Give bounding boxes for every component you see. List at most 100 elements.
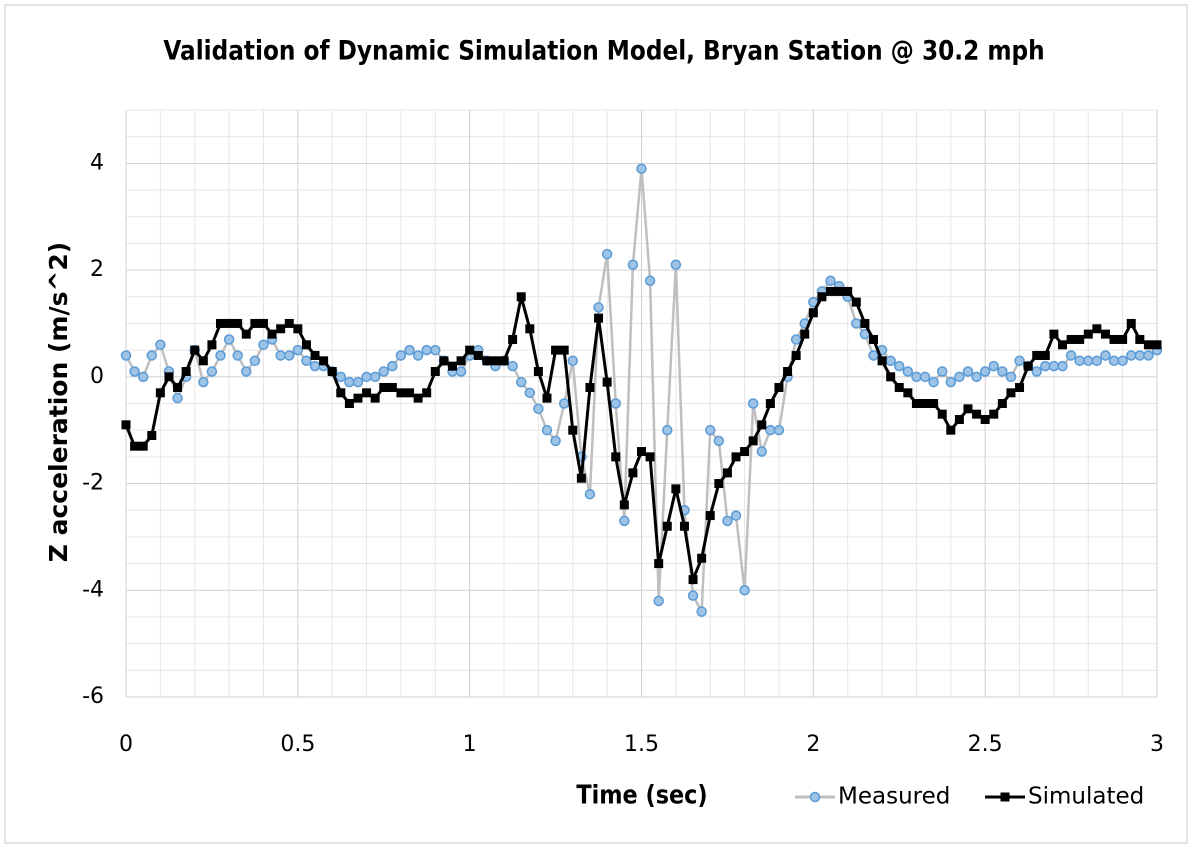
marker [713, 435, 725, 447]
marker [207, 340, 217, 350]
marker [919, 371, 931, 383]
marker [387, 360, 398, 372]
marker [1023, 361, 1033, 371]
marker [584, 488, 596, 500]
marker [773, 424, 785, 436]
marker [147, 431, 157, 441]
marker [181, 366, 191, 376]
marker [825, 275, 836, 287]
marker [885, 355, 896, 367]
marker [301, 340, 311, 350]
marker [1109, 334, 1119, 344]
marker [558, 398, 570, 409]
marker [1040, 350, 1050, 360]
marker [568, 425, 578, 435]
marker [473, 350, 483, 360]
marker [936, 366, 948, 377]
marker [954, 415, 964, 425]
marker [756, 446, 768, 457]
marker [1143, 350, 1154, 361]
marker [533, 366, 543, 376]
marker [430, 366, 440, 376]
marker [275, 350, 286, 361]
marker [997, 399, 1007, 408]
marker [1065, 350, 1077, 361]
x-tick-label: 2 [806, 732, 820, 757]
marker [430, 344, 441, 356]
marker [138, 441, 148, 451]
marker [628, 468, 638, 478]
marker [611, 452, 621, 462]
y-tick-label: -6 [82, 684, 104, 709]
marker [172, 392, 183, 404]
marker [1100, 329, 1110, 339]
marker [455, 366, 467, 377]
marker [1032, 350, 1042, 360]
x-tick-label: 1.5 [624, 732, 659, 757]
marker [524, 387, 536, 399]
marker [791, 350, 801, 360]
marker [533, 403, 544, 415]
marker [1005, 371, 1017, 383]
marker [1074, 355, 1085, 367]
marker [636, 163, 647, 174]
marker [395, 350, 407, 361]
marker [405, 388, 415, 398]
marker [688, 575, 698, 585]
marker [130, 441, 140, 451]
marker [276, 324, 286, 334]
marker [224, 318, 234, 328]
x-tick-label: 0.5 [280, 732, 315, 757]
marker [1143, 340, 1153, 350]
legend-swatch-marker [1000, 792, 1010, 802]
marker [232, 350, 243, 361]
marker [465, 345, 475, 355]
marker [714, 479, 724, 489]
marker [542, 393, 552, 403]
marker [551, 345, 561, 355]
marker [120, 350, 132, 361]
marker [662, 521, 672, 531]
marker [421, 344, 432, 356]
marker [352, 376, 364, 388]
x-tick-label: 2.5 [968, 732, 1003, 757]
marker [954, 371, 965, 383]
marker [619, 500, 629, 510]
marker [190, 345, 200, 355]
marker [241, 329, 251, 339]
marker [490, 356, 500, 366]
marker [1057, 360, 1068, 372]
marker [344, 376, 355, 388]
marker [757, 420, 767, 430]
marker [508, 334, 518, 344]
marker [404, 344, 415, 356]
chart-title: Validation of Dynamic Simulation Model, … [163, 35, 1044, 66]
marker [1118, 334, 1128, 344]
marker [730, 510, 742, 521]
marker [267, 329, 277, 339]
marker [387, 382, 397, 392]
marker [362, 388, 372, 398]
marker [696, 606, 707, 617]
marker [482, 356, 492, 366]
marker [886, 372, 896, 382]
marker [911, 371, 922, 383]
x-tick-label: 1 [463, 732, 477, 757]
marker [937, 409, 947, 419]
marker [920, 399, 930, 408]
marker [249, 355, 261, 367]
marker [765, 424, 776, 436]
marker [946, 425, 956, 435]
marker [310, 350, 320, 360]
marker [740, 447, 750, 457]
marker [525, 324, 535, 334]
marker [1126, 318, 1136, 328]
marker [645, 452, 655, 462]
marker [1100, 350, 1111, 361]
marker [309, 360, 321, 372]
marker [748, 436, 758, 446]
marker [155, 339, 166, 351]
marker [1048, 360, 1060, 372]
marker [929, 399, 939, 408]
